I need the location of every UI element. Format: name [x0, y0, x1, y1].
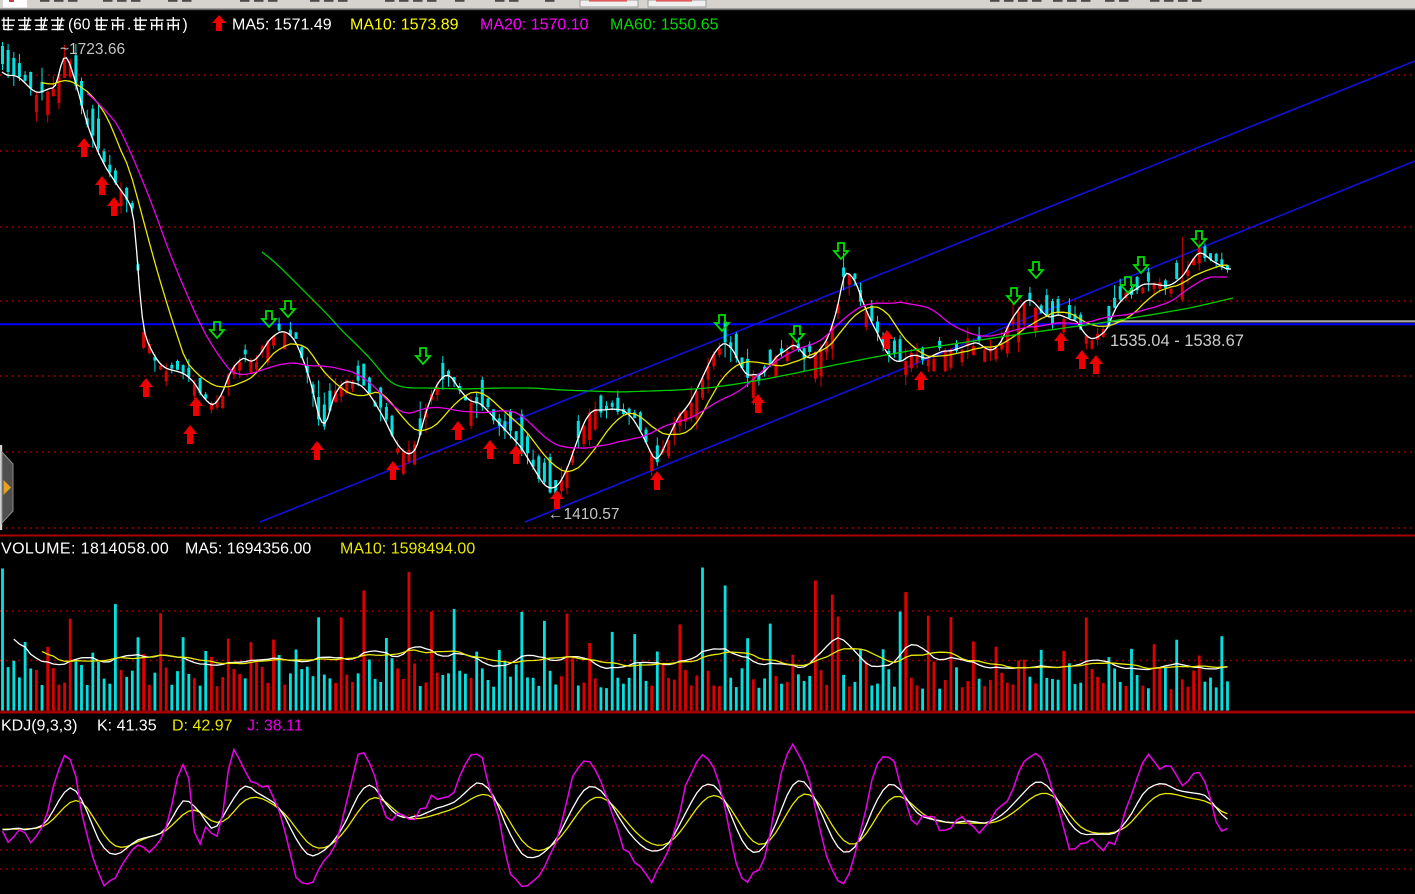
svg-text:VOLUME: 1814058.00: VOLUME: 1814058.00: [1, 541, 169, 558]
svg-text:~1723.66: ~1723.66: [60, 41, 125, 58]
svg-text:MA5: 1694356.00: MA5: 1694356.00: [185, 541, 311, 558]
svg-text:1535.04 - 1538.67: 1535.04 - 1538.67: [1110, 332, 1244, 350]
svg-text:MA10: 1573.89: MA10: 1573.89: [350, 17, 459, 34]
svg-text:←1410.57: ←1410.57: [548, 506, 620, 523]
svg-text:KDJ(9,3,3): KDJ(9,3,3): [1, 718, 77, 735]
svg-text:(60: (60: [68, 17, 91, 34]
svg-text:MA10: 1598494.00: MA10: 1598494.00: [340, 541, 475, 558]
svg-text:D: 42.97: D: 42.97: [172, 718, 233, 735]
svg-text:K: 41.35: K: 41.35: [97, 718, 157, 735]
svg-text:MA60: 1550.65: MA60: 1550.65: [610, 17, 719, 34]
svg-text:J: 38.11: J: 38.11: [247, 718, 303, 735]
svg-text:): ): [183, 17, 188, 34]
svg-text:MA5: 1571.49: MA5: 1571.49: [232, 17, 332, 34]
svg-text:MA20: 1570.10: MA20: 1570.10: [480, 17, 589, 34]
svg-text:.: .: [127, 17, 131, 34]
